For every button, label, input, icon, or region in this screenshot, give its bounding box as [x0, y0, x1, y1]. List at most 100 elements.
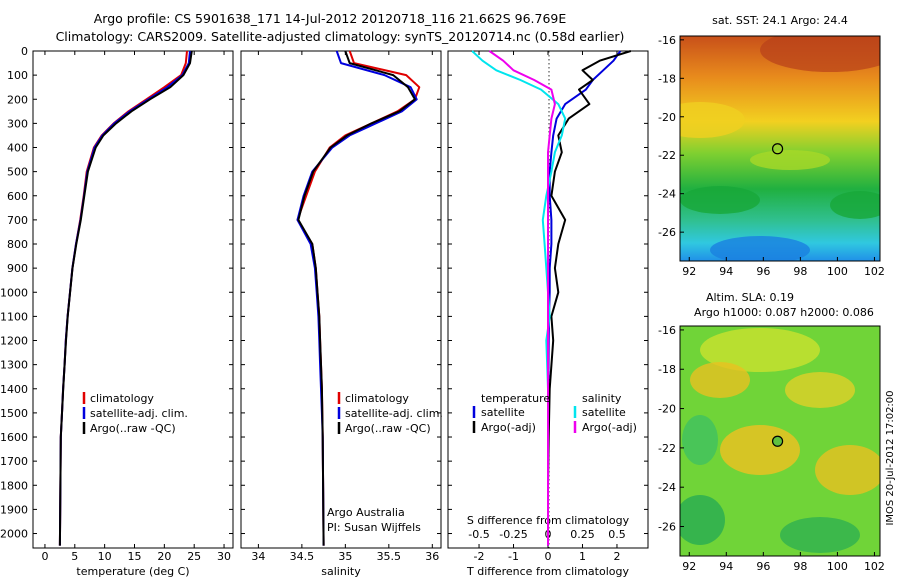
sla-map-title-1: Altim. SLA: 0.19	[706, 291, 794, 304]
lat-tick-label: -20	[658, 111, 676, 124]
imos-timestamp-label: IMOS 20-Jul-2012 17:02:00	[885, 390, 896, 525]
salinity-profiles	[296, 50, 421, 546]
lat-tick-label: -26	[658, 226, 676, 239]
temperature-axis: 0 5 10 15 20 25 30	[41, 51, 231, 563]
sst-map-title: sat. SST: 24.1 Argo: 24.4	[712, 14, 848, 27]
argo-location-marker-sla	[771, 435, 784, 447]
sla-map-axes: 92 94 96 98 100 102 -16 -18 -20 -22 -24 -26	[658, 324, 885, 573]
lat-tick-label: -24	[658, 481, 676, 494]
legend-label-s-satellite: satellite	[582, 406, 626, 419]
sla-map-image	[680, 326, 880, 556]
lon-tick-label: 96	[756, 265, 770, 278]
lon-tick-label: 102	[864, 560, 885, 573]
x-tick-label: 35.5	[377, 550, 402, 563]
x-tick-label: 0	[545, 550, 552, 563]
lat-tick-label: -24	[658, 188, 676, 201]
annotation-argo-australia: Argo Australia	[327, 506, 405, 519]
x-tick-label: -1	[508, 550, 519, 563]
sla-map-title-2: Argo h1000: 0.087 h2000: 0.086	[694, 306, 874, 319]
salinity-legend: climatology satellite-adj. clim. Argo(..…	[337, 392, 443, 435]
depth-tick-label: 1200	[0, 335, 28, 348]
series-line-satellite-adj-clim	[58, 50, 191, 546]
s-difference-axis: -0.5 -0.25 0 0.25 0.5	[468, 528, 625, 541]
sst-map-axes: 92 94 96 98 100 102 -16 -18 -20 -22 -24 -26	[658, 34, 885, 278]
lat-tick-label: -22	[658, 149, 676, 162]
depth-tick-label: 2000	[0, 528, 28, 541]
s-tick-label: -0.5	[468, 528, 489, 541]
depth-tick-label: 100	[7, 69, 28, 82]
depth-tick-label: 200	[7, 93, 28, 106]
lat-tick-label: -18	[658, 72, 676, 85]
s-tick-label: 0.25	[570, 528, 595, 541]
legend-header-temperature: temperature	[481, 392, 550, 405]
x-tick-label: 2	[613, 550, 620, 563]
series-line-climatology	[58, 50, 188, 546]
depth-tick-label: 300	[7, 117, 28, 130]
lat-tick-label: -22	[658, 442, 676, 455]
depth-tick-label: 600	[7, 190, 28, 203]
x-tick-label: 30	[217, 550, 231, 563]
x-tick-label: 10	[98, 550, 112, 563]
x-tick-label: 1	[579, 550, 586, 563]
legend-label-t-satellite: satellite	[481, 406, 525, 419]
salinity-xlabel: salinity	[321, 565, 361, 578]
lon-tick-label: 94	[719, 560, 733, 573]
depth-tick-label: 1100	[0, 310, 28, 323]
depth-tick-label: 1700	[0, 455, 28, 468]
x-tick-label: 5	[71, 550, 78, 563]
lon-tick-label: 98	[793, 560, 807, 573]
difference-profiles	[471, 50, 632, 546]
lon-tick-label: 102	[864, 265, 885, 278]
legend-header-salinity: salinity	[582, 392, 622, 405]
depth-tick-label: 1500	[0, 407, 28, 420]
depth-tick-label: 1000	[0, 286, 28, 299]
salinity-panel-frame	[240, 50, 442, 549]
t-difference-xlabel: T difference from climatology	[466, 565, 629, 578]
lon-tick-label: 98	[793, 265, 807, 278]
x-tick-label: 34	[251, 550, 265, 563]
temperature-legend: climatology satellite-adj. clim. Argo(..…	[82, 392, 188, 435]
lon-tick-label: 96	[756, 560, 770, 573]
legend-label-satellite: satellite-adj. clim.	[345, 407, 443, 420]
sst-map-frame	[679, 35, 881, 262]
x-tick-label: -2	[474, 550, 485, 563]
legend-label-t-argo: Argo(-adj)	[481, 421, 536, 434]
depth-axis: 0 100 200 300 400 500 600 700 800 900 1000 1100 1200…	[0, 45, 648, 541]
series-line-climatology	[296, 50, 421, 546]
legend-label-climatology: climatology	[90, 392, 154, 405]
annotation-pi: PI: Susan Wijffels	[327, 521, 421, 534]
lat-tick-label: -18	[658, 363, 676, 376]
series-line-argo-raw-qc	[58, 50, 193, 546]
depth-tick-label: 1400	[0, 383, 28, 396]
temperature-panel-frame	[32, 50, 234, 549]
salinity-axis: 34 34.5 35 35.5 36	[251, 51, 439, 563]
depth-tick-label: 1600	[0, 431, 28, 444]
legend-label-s-argo: Argo(-adj)	[582, 421, 637, 434]
legend-label-climatology: climatology	[345, 392, 409, 405]
series-line-argo-adj	[488, 50, 556, 546]
legend-label-argo: Argo(..raw -QC)	[345, 422, 431, 435]
x-tick-label: 0	[41, 550, 48, 563]
difference-legend: temperature salinity satellite Argo(-adj…	[472, 392, 637, 434]
lon-tick-label: 100	[827, 265, 848, 278]
sla-map-frame	[679, 325, 881, 557]
lon-tick-label: 92	[682, 560, 696, 573]
series-line-satellite	[547, 50, 622, 546]
depth-tick-label: 1900	[0, 503, 28, 516]
s-tick-label: -0.25	[499, 528, 527, 541]
lat-tick-label: -20	[658, 403, 676, 416]
lat-tick-label: -16	[658, 34, 676, 47]
t-difference-axis: -2 -1 0 1 2	[474, 51, 620, 563]
depth-tick-label: 500	[7, 166, 28, 179]
argo-location-marker	[771, 143, 784, 155]
lon-tick-label: 94	[719, 265, 733, 278]
depth-tick-label: 1300	[0, 359, 28, 372]
temperature-xlabel: temperature (deg C)	[76, 565, 189, 578]
series-line-argo-adj	[547, 50, 632, 546]
depth-tick-label: 0	[21, 45, 28, 58]
depth-tick-label: 800	[7, 238, 28, 251]
x-tick-label: 20	[157, 550, 171, 563]
series-line-satellite-adj-clim	[296, 50, 418, 546]
lon-tick-label: 100	[827, 560, 848, 573]
